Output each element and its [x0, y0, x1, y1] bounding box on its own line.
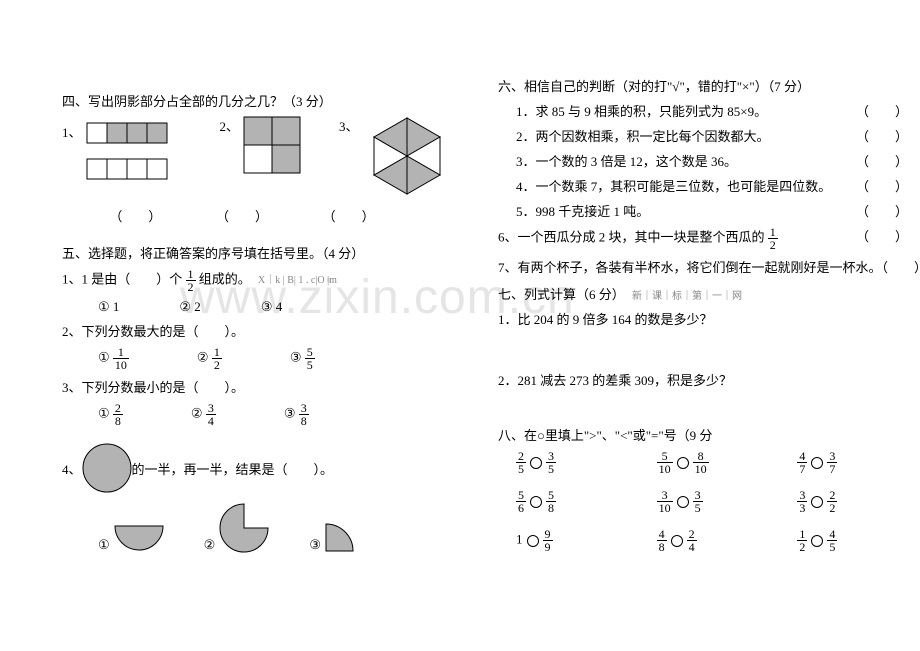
q6-5: 5．998 千克接近 1 吨。（ ） — [498, 201, 908, 220]
q5-4-opt2: ② — [204, 503, 270, 553]
q5-4-opt3: ③ — [309, 523, 355, 553]
q8-r2c3: 3322 — [797, 489, 908, 514]
q5-1-opt2: ② 2 — [179, 299, 200, 315]
q6-3: 3．一个数的 3 倍是 12，这个数是 36。（ ） — [498, 151, 908, 170]
q8-r2c1: 5658 — [516, 489, 627, 514]
q5-4-opts: ① ② ③ — [62, 503, 462, 553]
q4-hexagon — [363, 116, 451, 196]
q6-title: 六、相信自己的判断（对的打"√"，错的打"×"）（7 分） — [498, 76, 908, 95]
q4-label3: 3、 — [339, 116, 359, 135]
q8-r3c1: 199 — [516, 528, 627, 553]
q5-3-opt2: ② 34 — [191, 402, 216, 427]
q6-4: 4．一个数乘 7，其积可能是三位数，也可能是四位数。（ ） — [498, 176, 908, 195]
q5-1-pre: 1、1 是由（ ）个 — [62, 271, 182, 286]
q5-2-opt2: ② 12 — [197, 346, 222, 371]
q5-1-post: 组成的。 — [199, 271, 251, 286]
q4-label1: 1、 — [62, 122, 82, 141]
q8-title: 八、在○里填上">"、"<"或"="号（9 分 — [498, 425, 908, 444]
q4-rects-row1 — [86, 122, 174, 146]
q4-fig3: 3、 — [339, 116, 451, 196]
left-column: 四、写出阴影部分占全部的几分之几？（3 分） 1、 — [62, 85, 462, 559]
q7-2: 2．281 减去 273 的差乘 309，积是多少？ — [498, 370, 908, 389]
q4-rects-row2 — [86, 158, 174, 182]
q5-1-opts: ① 1 ② 2 ③ 4 — [62, 299, 462, 315]
q5-4-label: 4、 — [62, 459, 82, 478]
three-quarter-circle-icon — [219, 503, 269, 553]
q5-4-post: 的一半，再一半，结果是（ ）。 — [132, 459, 334, 478]
q8-r1c3: 4737 — [797, 450, 908, 475]
q7-1: 1．比 204 的 9 倍多 164 的数是多少？ — [498, 309, 908, 328]
q5-2: 2、下列分数最大的是（ ）。 — [62, 321, 462, 340]
quarter-circle-icon — [325, 523, 355, 553]
q5-1: 1、1 是由（ ）个 12 组成的。 X｜k | B| 1 . c|O |m — [62, 268, 462, 293]
q5-3-opts: ① 28 ② 34 ③ 38 — [62, 402, 462, 427]
q4-blank2: （ ） — [216, 206, 268, 225]
q8-r1c1: 2535 — [516, 450, 627, 475]
q4-blank3: （ ） — [323, 206, 375, 225]
q5-3: 3、下列分数最小的是（ ）。 — [62, 377, 462, 396]
q4-blank1: （ ） — [109, 206, 161, 225]
q8-r1c2: 510810 — [657, 450, 768, 475]
q5-4-circle — [82, 443, 132, 493]
q5-3-opt1: ① 28 — [98, 402, 123, 427]
q5-title: 五、选择题，将正确答案的序号填在括号里。（4 分） — [62, 243, 462, 262]
q4-figures: 1、 2、 — [62, 116, 462, 196]
q5-2-opt1: ① 110 — [98, 346, 129, 371]
q4-label2: 2、 — [220, 116, 240, 135]
half-circle-icon — [114, 525, 164, 553]
q8-grid: 2535 510810 4737 5658 31035 3322 199 482… — [498, 450, 908, 553]
q7-title: 七、列式计算（6 分） 新｜课｜标｜第｜一｜网 — [498, 284, 908, 303]
q8-r2c2: 31035 — [657, 489, 768, 514]
q6-6: 6、一个西瓜分成 2 块，其中一块是整个西瓜的 12 （ ） — [498, 226, 908, 251]
q5-1-frac: 12 — [186, 268, 196, 293]
right-column: 六、相信自己的判断（对的打"√"，错的打"×"）（7 分） 1．求 85 与 9… — [498, 70, 908, 553]
q7-note: 新｜课｜标｜第｜一｜网 — [632, 291, 742, 302]
q6-2: 2．两个因数相乘，积一定比每个因数都大。（ ） — [498, 126, 908, 145]
q5-1-opt3: ③ 4 — [261, 299, 282, 315]
q8-r3c2: 4824 — [657, 528, 768, 553]
q5-2-opts: ① 110 ② 12 ③ 55 — [62, 346, 462, 371]
q4-fig2: 2、 — [220, 116, 304, 176]
q4-answers: （ ） （ ） （ ） — [62, 206, 402, 225]
q4-fig1: 1、 — [62, 116, 174, 188]
q5-1-opt1: ① 1 — [98, 299, 119, 315]
q8-r3c3: 1245 — [797, 528, 908, 553]
q5-2-opt3: ③ 55 — [290, 346, 315, 371]
q6-1: 1．求 85 与 9 相乘的积，只能列式为 85×9。（ ） — [498, 101, 908, 120]
q5-4: 4、 的一半，再一半，结果是（ ）。 — [62, 443, 462, 493]
q6-7: 7、有两个杯子，各装有半杯水，将它们倒在一起就刚好是一杯水。（ ） — [498, 257, 908, 276]
q5-3-opt3: ③ 38 — [284, 402, 309, 427]
q4-title: 四、写出阴影部分占全部的几分之几？（3 分） — [62, 91, 462, 110]
q4-square — [243, 116, 303, 176]
q5-1-note: X｜k | B| 1 . c|O |m — [258, 275, 337, 286]
q5-4-opt1: ① — [98, 525, 164, 553]
